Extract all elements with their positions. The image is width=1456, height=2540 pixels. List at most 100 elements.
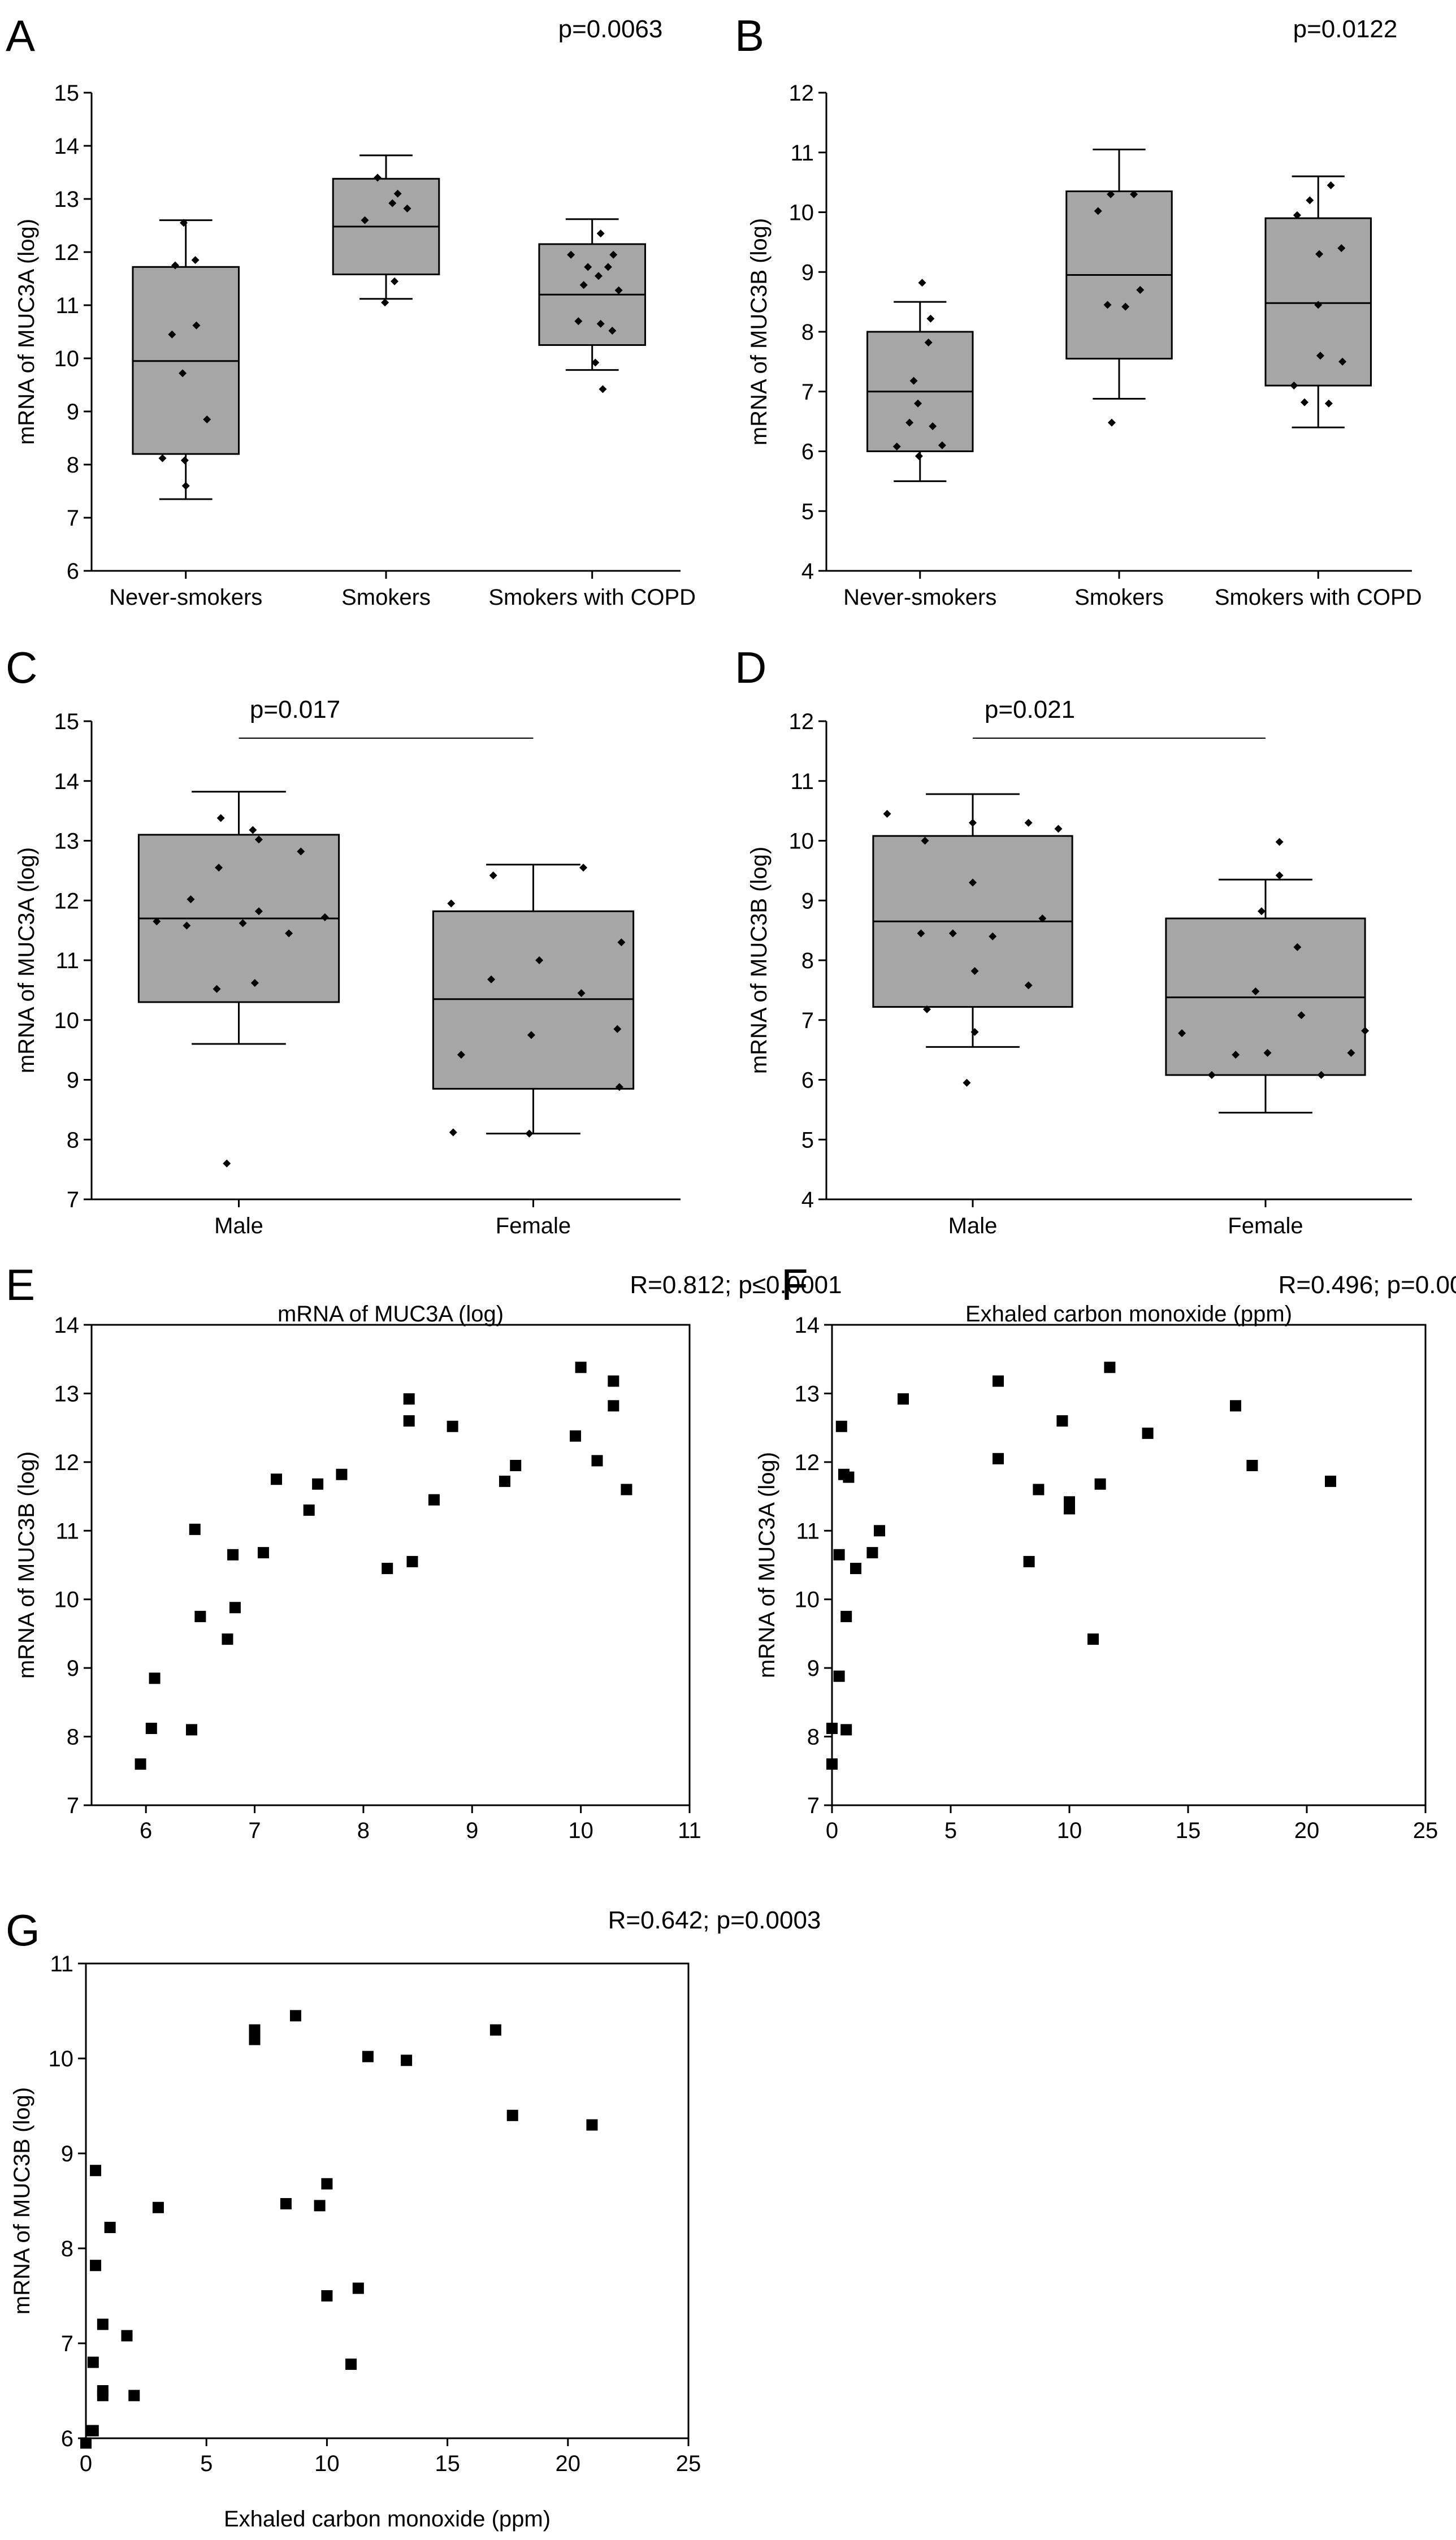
panel-g-data-point — [249, 2024, 261, 2036]
panel-b-ylabel: mRNA of MUC3B (log) — [747, 218, 772, 445]
panel-e-data-point — [336, 1468, 348, 1480]
panel-e-ytick-label: 13 — [54, 1381, 80, 1406]
panel-b-data-point — [1290, 382, 1298, 390]
panel-f-xtick-label: 20 — [1294, 1818, 1320, 1843]
panel-e-ylabel: mRNA of MUC3B (log) — [14, 1451, 39, 1679]
panel-g-data-point — [586, 2119, 598, 2131]
panel-b-category-label: Never-smokers — [843, 585, 996, 610]
panel-c-data-point — [525, 1129, 534, 1138]
panel-f-data-point — [843, 1471, 855, 1483]
panel-g-xlabel: Exhaled carbon monoxide (ppm) — [224, 2507, 551, 2532]
panel-e-ytick-label: 14 — [54, 1313, 80, 1338]
panel-a-ytick-label: 7 — [67, 506, 79, 531]
panel-f-data-point — [826, 1723, 838, 1734]
panel-e-ytick-label: 10 — [54, 1588, 80, 1613]
panel-d-data-point — [917, 929, 925, 938]
panel-g-data-point — [401, 2054, 413, 2066]
panel-c-data-point — [250, 979, 259, 987]
panel-a-label: A — [6, 11, 35, 60]
panel-a-ytick-label: 11 — [55, 293, 79, 318]
panel-b-stat-text: p=0.0122 — [1293, 15, 1398, 43]
panel-c-data-point — [187, 895, 195, 904]
panel-d-ytick-label: 6 — [801, 1068, 814, 1093]
panel-e-data-point — [621, 1484, 632, 1496]
panel-b-ytick-label: 8 — [801, 320, 814, 345]
panel-d-data-point — [1297, 1011, 1306, 1020]
panel-c-data-point — [223, 1159, 231, 1168]
panel-g-data-point — [352, 2282, 364, 2294]
panel-c-ytick-label: 9 — [67, 1068, 79, 1093]
panel-g-data-point — [97, 2385, 109, 2396]
panel-e-data-point — [428, 1494, 440, 1506]
panel-c-data-point — [320, 913, 329, 921]
panel-a-data-point — [168, 330, 176, 339]
panel-g-data-point — [489, 2024, 501, 2036]
panel-f-data-point — [1325, 1475, 1336, 1487]
panel-d-data-point — [921, 836, 929, 845]
panel-b-data-point — [1338, 357, 1347, 366]
panel-d-ytick-label: 11 — [790, 769, 814, 794]
panel-a-data-point — [579, 281, 588, 289]
panel-e-data-point — [499, 1475, 510, 1487]
panel-b-ytick-label: 6 — [801, 440, 814, 465]
panel-e-xtick-label: 10 — [568, 1818, 593, 1843]
panel-a-ytick-label: 8 — [67, 453, 79, 478]
panel-c-data-point — [213, 985, 221, 993]
panel-g-xtick-label: 10 — [314, 2451, 340, 2476]
panel-d-ytick-label: 12 — [789, 709, 814, 734]
panel-e-xtick-label: 11 — [678, 1818, 701, 1843]
panel-d-data-point — [989, 932, 997, 940]
panel-e-stat-text: R=0.812; p≤0.0001 — [630, 1271, 842, 1299]
panel-c-data-point — [447, 899, 456, 908]
panel-g-data-point — [87, 2356, 99, 2368]
panel-b-ytick-label: 4 — [801, 559, 814, 584]
panel-b-ytick-label: 7 — [801, 380, 814, 405]
panel-f-data-point — [835, 1420, 847, 1432]
panel-b-data-point — [892, 443, 901, 451]
panel-f-data-point — [1142, 1427, 1154, 1439]
panel-c-data-point — [297, 847, 305, 856]
panel-e-data-point — [185, 1724, 197, 1736]
panel-e-xlabel: mRNA of MUC3A (log) — [278, 1302, 504, 1327]
panel-g-ytick-label: 7 — [61, 2331, 73, 2356]
panel-b-data-point — [1300, 398, 1308, 406]
panel-g-xtick-label: 15 — [435, 2451, 460, 2476]
panel-e-data-point — [303, 1504, 315, 1516]
panel-a-stat-text: p=0.0063 — [558, 15, 663, 43]
panel-c-label: C — [6, 643, 37, 692]
panel-d-data-point — [1275, 871, 1284, 879]
panel-b-data-point — [929, 422, 937, 431]
panel-f-stat-text: R=0.496; p=0.0085 — [1279, 1271, 1456, 1299]
panel-d-data-point — [883, 809, 891, 818]
panel-c-data-point — [249, 826, 257, 834]
panel-g-ytick-label: 8 — [61, 2236, 73, 2261]
panel-f-ylabel: mRNA of MUC3A (log) — [755, 1452, 779, 1678]
panel-e-data-point — [271, 1473, 283, 1485]
panel-g-plot-frame — [85, 1962, 690, 2439]
panel-b-data-point — [938, 441, 946, 449]
panel-b-data-point — [914, 399, 922, 408]
panel-c-category-label: Male — [214, 1213, 263, 1238]
panel-f-xlabel: Exhaled carbon monoxide (ppm) — [965, 1302, 1292, 1327]
panel-f-data-point — [1064, 1503, 1075, 1515]
panel-f-data-point — [833, 1670, 845, 1682]
panel-c-data-point — [617, 938, 626, 947]
panel-g-ytick-label: 6 — [61, 2426, 73, 2451]
panel-b-ytick-label: 11 — [790, 141, 814, 166]
panel-g-data-point — [87, 2425, 99, 2437]
panel-c-ytick-label: 14 — [54, 769, 80, 794]
panel-a-ytick-label: 12 — [54, 240, 80, 265]
panel-e-label: E — [6, 1260, 35, 1310]
panel-c-data-point — [579, 864, 588, 872]
panel-f-data-point — [993, 1375, 1004, 1387]
panel-b-data-point — [926, 314, 935, 323]
panel-a-data-point — [596, 319, 605, 328]
panel-a-data-point — [403, 204, 411, 213]
panel-c-data-point — [535, 956, 544, 964]
panel-a-data-point — [391, 277, 399, 285]
panel-a-data-point — [599, 385, 607, 393]
panel-b-data-point — [1315, 250, 1324, 258]
panel-a-data-point — [567, 250, 575, 259]
panel-a-ytick-label: 9 — [67, 400, 79, 424]
panel-g-data-point — [314, 2200, 326, 2212]
